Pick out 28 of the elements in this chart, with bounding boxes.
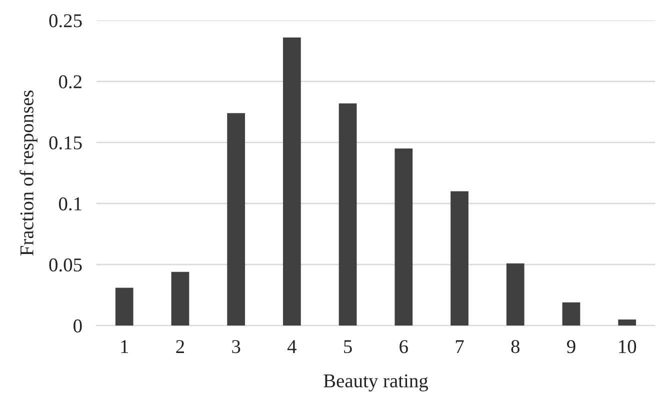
y-tick-label: 0.05 — [49, 258, 82, 272]
bar — [338, 103, 357, 326]
y-tick-label: 0.1 — [58, 197, 82, 211]
x-tick-label: 4 — [287, 340, 296, 353]
bar — [450, 191, 468, 326]
x-axis-title: Beauty rating — [324, 374, 428, 392]
y-tick-label: 0.25 — [49, 14, 82, 28]
x-tick-label: 1 — [121, 340, 128, 353]
y-axis-title: Fraction of responses — [20, 90, 38, 256]
x-tick-label: 9 — [567, 340, 576, 354]
y-tick-label: 0.15 — [49, 136, 82, 150]
bar — [171, 272, 190, 326]
bar — [506, 263, 524, 326]
bar — [562, 302, 580, 326]
x-tick-label: 2 — [176, 340, 184, 353]
x-tick-label: 3 — [232, 340, 240, 354]
x-tick-label: 10 — [619, 340, 636, 354]
bar — [227, 113, 246, 326]
bar — [618, 319, 636, 326]
bar — [115, 288, 134, 326]
y-tick-label: 0.2 — [58, 75, 82, 88]
x-tick-label: 8 — [511, 340, 520, 354]
bar — [394, 148, 413, 326]
x-tick-label: 6 — [400, 340, 408, 354]
x-tick-label: 7 — [456, 340, 464, 353]
bar — [282, 37, 301, 326]
y-tick-label: 0 — [74, 319, 82, 333]
x-tick-label: 5 — [344, 340, 352, 354]
